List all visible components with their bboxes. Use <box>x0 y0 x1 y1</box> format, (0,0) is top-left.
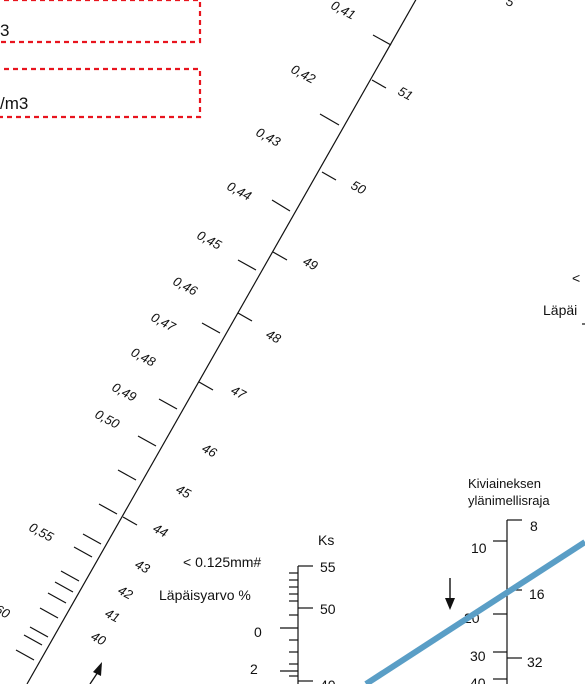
passing-value: 2 <box>250 661 258 677</box>
ks-scale: Ks 55 50 40 <box>280 532 336 684</box>
left-scale-label: 0,50 <box>93 406 123 431</box>
right-fragment-lt: < <box>572 270 580 286</box>
main-scale-major-ticks <box>15 34 392 661</box>
left-scale-label: 0,46 <box>171 273 201 298</box>
left-scale-label: 0,49 <box>110 379 139 404</box>
ks-value: 55 <box>320 559 336 575</box>
ks-value: 50 <box>320 601 336 617</box>
left-scale-label: 0,41 <box>329 0 358 23</box>
left-scale-label: 0,42 <box>289 61 319 86</box>
aggregate-right-value: 32 <box>527 654 543 670</box>
main-scale-label: 49 <box>301 253 321 273</box>
aggregate-right-value: 8 <box>530 518 538 534</box>
input-box-1-value: 3 <box>0 21 9 40</box>
input-box-2-value: /m3 <box>0 94 28 113</box>
main-scale-label: 47 <box>229 382 249 402</box>
passing-value-scale: < 0.125mm# Läpäisyarvo % 0 2 <box>159 554 262 677</box>
aggregate-scale: Kiviaineksen ylänimellisraja 8 10 16 20 … <box>464 476 550 684</box>
main-scale-label: 44 <box>151 520 171 540</box>
aggregate-title-line2: ylänimellisraja <box>468 493 550 508</box>
left-scale-label: 0,55 <box>27 519 57 544</box>
input-box-1[interactable]: 3 <box>0 0 202 44</box>
main-scale-label: 43 <box>133 556 153 576</box>
input-box-2[interactable]: /m3 <box>0 67 202 119</box>
arrow-down-icon <box>445 578 455 610</box>
ks-title: Ks <box>318 532 334 548</box>
aggregate-left-value: 30 <box>470 648 486 664</box>
reading-line <box>364 539 585 684</box>
aggregate-right-value: 16 <box>529 586 545 602</box>
main-scale-right-ticks <box>122 79 387 526</box>
passing-sieve: < 0.125mm# <box>183 554 261 570</box>
aggregate-title-line1: Kiviaineksen <box>468 476 541 491</box>
main-scale-label: 50 <box>349 177 369 197</box>
left-scale-label: 0,44 <box>225 178 254 203</box>
right-fragment-label: Läpäi <box>543 302 577 318</box>
passing-title: Läpäisyarvo % <box>159 587 251 603</box>
left-scale-label: 60 <box>0 601 13 621</box>
main-scale-label: 41 <box>103 605 123 625</box>
left-scale-label: 0,48 <box>129 344 159 369</box>
left-scale-label: 0,45 <box>195 227 225 252</box>
ks-value: 40 <box>320 677 336 684</box>
aggregate-left-value: 10 <box>471 540 487 556</box>
left-scale-labels: 0,41 0,42 0,43 0,44 0,45 0,46 0,47 0,48 … <box>0 0 358 622</box>
main-scale-label: 48 <box>264 326 284 346</box>
arrow-up-icon <box>89 662 102 684</box>
main-scale-label: 46 <box>200 440 220 460</box>
main-scale-label: 51 <box>396 83 416 103</box>
left-scale-label: 0,47 <box>149 309 179 334</box>
left-scale-label: 0,43 <box>254 124 284 149</box>
main-scale-label: 42 <box>116 582 136 602</box>
main-scale-label: 40 <box>89 628 109 648</box>
aggregate-left-value: 40 <box>470 675 486 684</box>
main-scale-label: 45 <box>174 481 194 501</box>
top-right-fragment: 5 <box>504 0 518 10</box>
main-scale-axis <box>26 0 417 684</box>
passing-value: 0 <box>254 624 262 640</box>
